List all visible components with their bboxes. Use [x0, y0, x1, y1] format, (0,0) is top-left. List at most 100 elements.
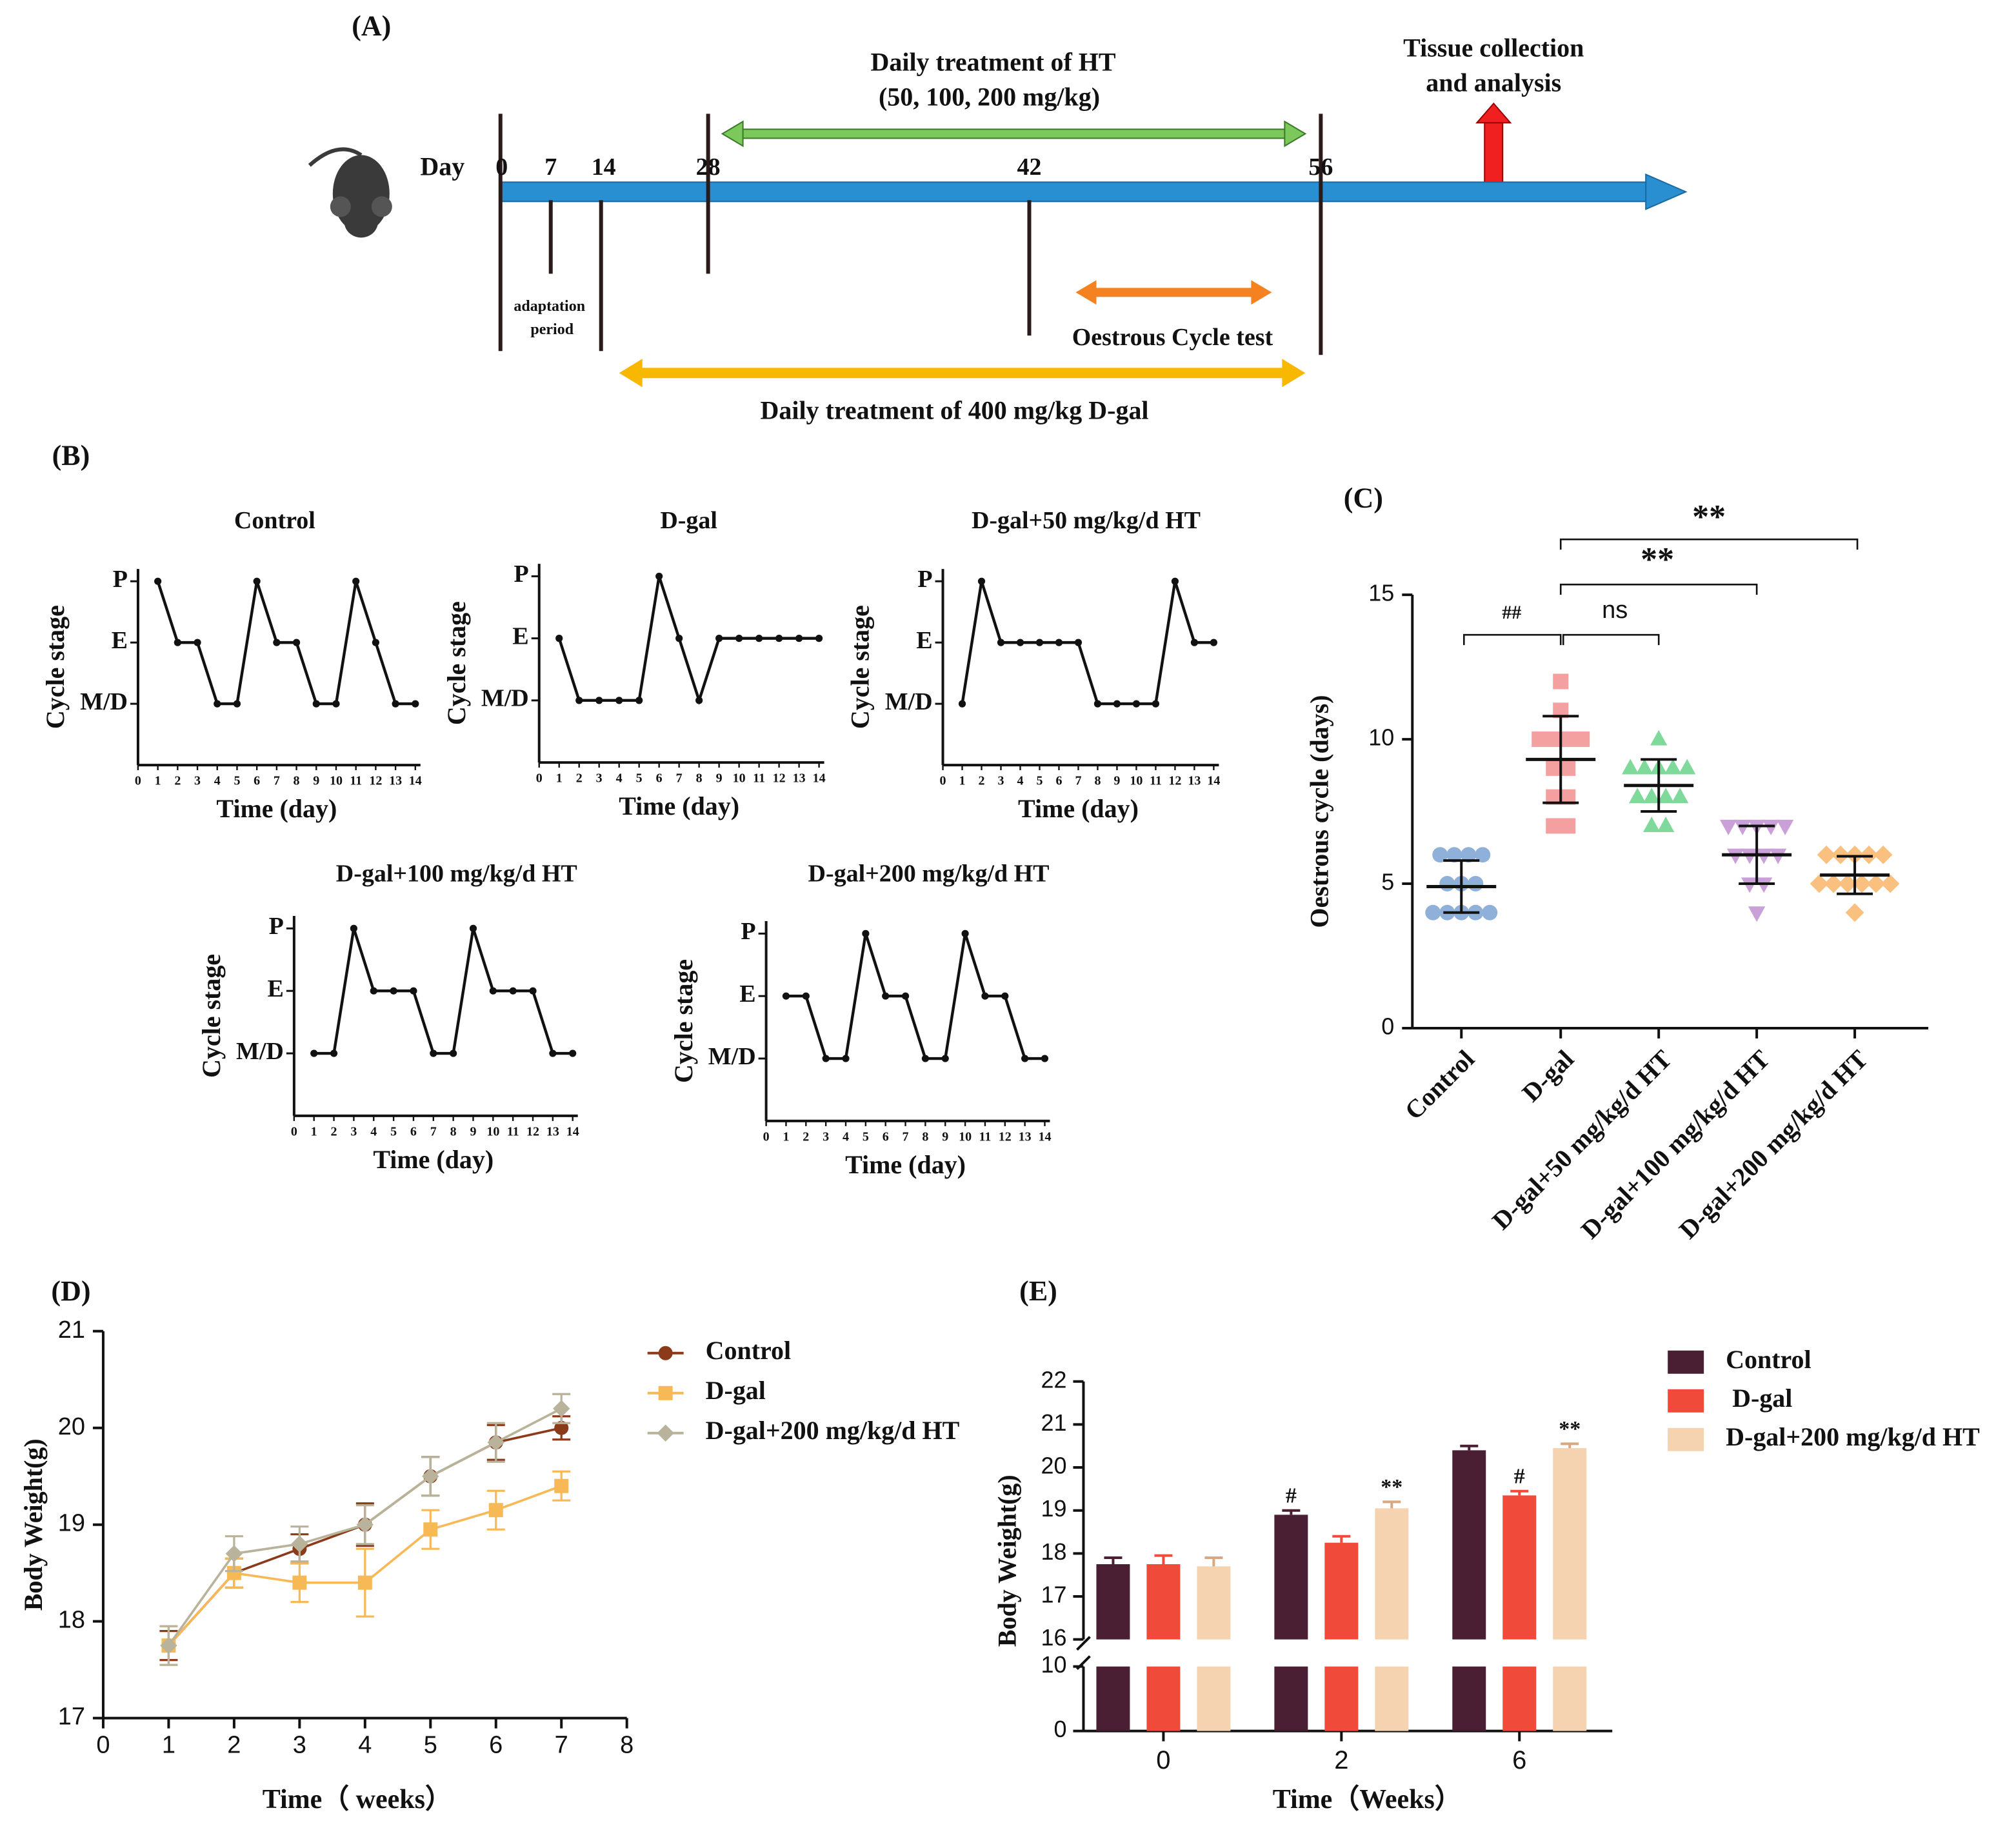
marker — [554, 1420, 569, 1435]
marker — [1432, 847, 1448, 863]
marker — [1762, 819, 1780, 835]
panel-label: (A) — [352, 10, 391, 42]
x-tick-label: 10 — [486, 1124, 499, 1138]
marker — [1671, 788, 1689, 804]
stage-point — [1152, 700, 1160, 708]
day-number: 7 — [544, 154, 557, 181]
marker — [1560, 818, 1576, 834]
y-tick-label: M/D — [236, 1038, 284, 1065]
day-number: 42 — [1017, 154, 1042, 181]
stage-point — [1093, 700, 1102, 708]
sd-bar — [1641, 758, 1677, 813]
marker — [356, 1516, 374, 1533]
bar-lower — [1146, 1666, 1181, 1731]
bar-lower — [1502, 1666, 1537, 1731]
x-tick-label: 2 — [979, 774, 985, 788]
x-tick-label: 3 — [194, 774, 201, 788]
stage-point — [575, 697, 583, 704]
y-axis-label: Cycle stage — [669, 959, 698, 1083]
chart-title: D-gal+100 mg/kg/d HT — [336, 860, 577, 888]
bar — [1096, 1564, 1130, 1731]
marker — [1733, 819, 1752, 835]
stage-point — [1021, 1055, 1029, 1062]
bar — [1274, 1515, 1308, 1731]
stage-point — [977, 577, 986, 585]
x-axis-label: Time (day) — [216, 794, 337, 823]
time-axis-arrow — [499, 173, 1688, 210]
x-axis-label: Time (day) — [619, 791, 739, 820]
x-tick-label: 0 — [940, 774, 946, 788]
legend-label: Control — [1726, 1345, 1811, 1374]
x-tick-label: 5 — [1036, 774, 1043, 788]
day-label: Day — [420, 152, 464, 181]
bar — [1553, 1448, 1587, 1731]
bar — [1324, 1542, 1359, 1731]
error-bar — [1561, 1442, 1579, 1449]
x-tick-label: 6 — [1055, 774, 1062, 788]
stage-point — [194, 639, 201, 646]
x-tick-label: 9 — [942, 1129, 948, 1144]
stage-point — [214, 700, 221, 708]
marker — [1560, 731, 1576, 748]
stage-point — [273, 639, 281, 646]
x-tick-label: 9 — [313, 774, 319, 788]
x-tick-label: 1 — [556, 771, 563, 786]
x-tick-label: 12 — [526, 1124, 539, 1138]
bar-lower — [1096, 1666, 1130, 1731]
stage-point — [882, 992, 890, 1000]
x-tick-label: Control — [1399, 1044, 1481, 1126]
chart-title: D-gal — [660, 507, 717, 534]
marker — [1859, 845, 1879, 864]
y-tick-label: M/D — [481, 685, 529, 712]
bar-upper — [1146, 1564, 1181, 1640]
marker — [1719, 819, 1737, 835]
x-tick-label: 3 — [350, 1124, 357, 1138]
stage-point — [862, 929, 870, 937]
stage-point — [961, 929, 969, 937]
x-tick-label: 7 — [903, 1129, 909, 1144]
adaptation-label: period — [530, 321, 574, 338]
chart-title: D-gal+200 mg/kg/d HT — [808, 860, 1050, 888]
stage-point — [595, 697, 603, 704]
stage-point — [312, 700, 320, 708]
marker — [1852, 874, 1871, 893]
bar-lower — [1553, 1666, 1587, 1731]
stage-point — [392, 700, 399, 708]
stage-point — [1190, 639, 1199, 646]
x-tick-label: 13 — [389, 774, 402, 788]
marker — [1628, 788, 1646, 804]
panel-label: (D) — [51, 1275, 90, 1307]
x-tick-label: 6 — [883, 1129, 889, 1144]
y-tick-label: E — [268, 975, 284, 1002]
comparison-label: ns — [1602, 597, 1628, 624]
x-tick-label: D-gal+50 mg/kg/d HT — [1486, 1044, 1677, 1235]
stage-line — [156, 581, 415, 706]
ht-doses: (50, 100, 200 mg/kg) — [879, 83, 1100, 112]
stage-point — [997, 639, 1005, 646]
bar-upper — [1274, 1515, 1308, 1640]
x-tick-label: 0 — [536, 771, 543, 786]
x-tick-label: 8 — [922, 1129, 928, 1144]
stage-point — [1035, 639, 1044, 646]
marker — [1831, 845, 1850, 864]
y-tick-label: E — [739, 980, 755, 1008]
bar — [1502, 1495, 1537, 1731]
x-tick-label: 1 — [162, 1732, 175, 1759]
stage-point — [412, 700, 419, 708]
y-tick-label: 17 — [1041, 1581, 1066, 1607]
legend-marker — [657, 1424, 674, 1442]
x-tick-label: 1 — [311, 1124, 317, 1138]
x-tick-label: 2 — [227, 1732, 241, 1759]
y-tick-label: E — [916, 627, 932, 654]
marker — [1546, 818, 1562, 834]
stage-point — [782, 992, 790, 1000]
significance-label: # — [1514, 1465, 1525, 1489]
y-tick-label: 19 — [1041, 1495, 1066, 1522]
sd-bar — [1837, 855, 1873, 895]
x-tick-label: 10 — [330, 774, 343, 788]
x-tick-label: 6 — [1512, 1746, 1526, 1774]
y-tick-label: 20 — [1041, 1453, 1066, 1479]
x-tick-label: 3 — [998, 774, 1004, 788]
marker — [1468, 876, 1484, 892]
x-tick-label: 12 — [1168, 774, 1181, 788]
